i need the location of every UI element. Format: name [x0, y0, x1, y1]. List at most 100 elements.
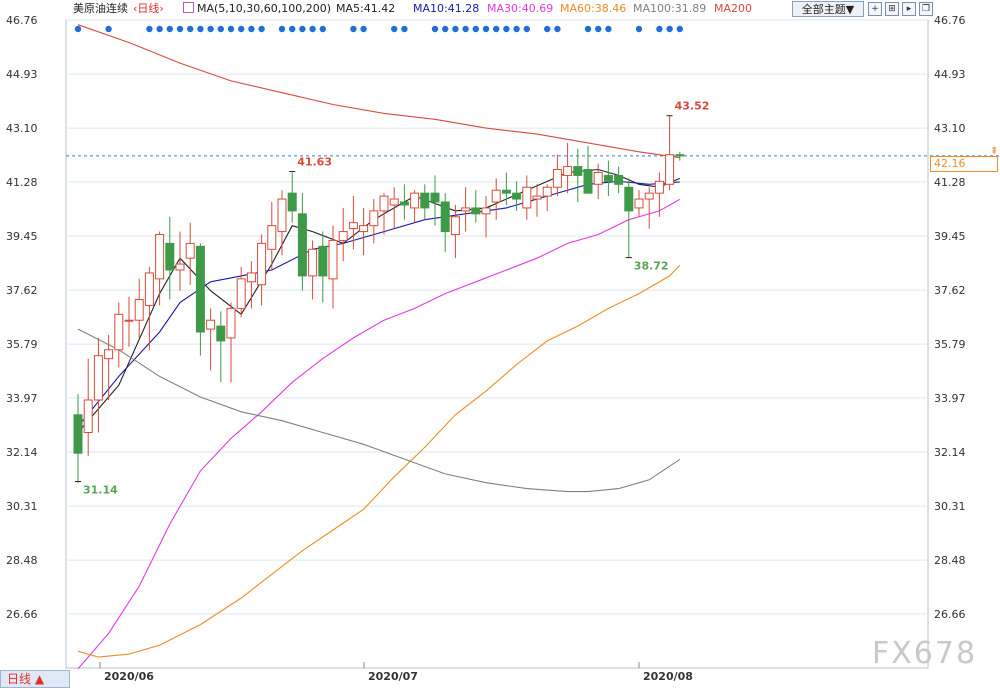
candle-body — [573, 166, 583, 176]
candle-body — [134, 299, 144, 321]
y-tick-label-right: 32.14 — [934, 446, 966, 459]
crosshair-icon[interactable]: + — [868, 2, 882, 16]
candle-body — [144, 272, 154, 306]
event-marker — [462, 25, 469, 33]
candle-body — [603, 174, 613, 182]
period-label[interactable]: ‹日线› — [133, 2, 164, 15]
y-tick-label-right: 30.31 — [934, 500, 966, 513]
event-marker — [299, 25, 306, 33]
ma-line-ma30 — [77, 198, 681, 670]
candle-body — [277, 198, 287, 233]
event-marker — [676, 25, 683, 33]
candle-body — [236, 278, 246, 309]
event-marker — [105, 25, 112, 33]
candle-body — [93, 355, 103, 401]
extreme-label: 31.14 — [83, 484, 118, 497]
play-icon[interactable]: ▸ — [902, 2, 916, 16]
candle-body — [430, 192, 440, 203]
y-tick-label-left: 30.31 — [6, 500, 38, 513]
candle-body — [665, 154, 675, 185]
candle-body — [552, 169, 562, 188]
candle-body — [491, 189, 501, 203]
chart-header: 美原油连续 ‹日线› MA(5,10,30,60,100,200) MA5:41… — [0, 0, 1000, 18]
event-marker — [360, 25, 367, 33]
theme-button[interactable]: 全部主题▼ — [792, 1, 864, 17]
ma60-value: MA60:38.46 — [560, 2, 627, 15]
event-marker — [584, 25, 592, 33]
event-marker — [442, 25, 449, 33]
restore-icon[interactable]: ❐ — [919, 2, 933, 16]
candle-body — [420, 192, 430, 209]
extreme-label: 38.72 — [634, 260, 669, 273]
event-marker — [309, 25, 316, 33]
candle-body — [410, 192, 420, 209]
event-marker — [146, 25, 153, 33]
event-marker — [187, 25, 194, 33]
y-tick-label-right: 43.10 — [934, 122, 966, 135]
candle-body — [83, 399, 93, 433]
event-marker — [666, 25, 673, 33]
y-tick-label-left: 39.45 — [6, 230, 38, 243]
candle-body — [104, 349, 114, 360]
candle-body — [379, 195, 389, 212]
candle-body — [73, 414, 83, 454]
event-marker — [401, 25, 408, 33]
candle-body — [328, 239, 338, 280]
candle-body — [583, 169, 593, 194]
candle-body — [654, 180, 664, 194]
candle-body — [267, 225, 277, 250]
ma-settings-icon[interactable] — [183, 2, 194, 13]
candle-body — [338, 231, 348, 241]
candle-body — [624, 186, 634, 212]
y-tick-label-left: 41.28 — [6, 176, 38, 189]
zoom-in-icon[interactable]: ⊞ — [885, 2, 899, 16]
event-marker — [207, 25, 214, 33]
event-marker — [74, 25, 82, 33]
event-marker — [472, 25, 479, 33]
y-tick-label-right: 46.76 — [934, 14, 966, 27]
event-marker — [513, 25, 520, 33]
period-tab[interactable]: 日线 ▲ — [0, 670, 70, 688]
y-tick-label-left: 32.14 — [6, 446, 38, 459]
ma-line-ma10 — [77, 180, 680, 427]
candle-body — [369, 210, 379, 227]
y-tick-label-left: 35.79 — [6, 338, 38, 351]
extreme-label: 41.63 — [297, 156, 332, 169]
event-marker — [431, 25, 439, 33]
x-tick-label: 2020/08 — [643, 670, 693, 683]
candle-body — [481, 207, 491, 215]
candle-body — [287, 192, 297, 212]
candle-body — [185, 242, 195, 259]
candle-body — [216, 325, 226, 342]
event-marker — [217, 25, 224, 33]
event-marker — [544, 25, 551, 33]
x-tick-label: 2020/06 — [104, 670, 154, 683]
event-marker — [595, 25, 602, 33]
instrument-name[interactable]: 美原油连续 — [73, 2, 128, 15]
candle-body — [450, 216, 460, 236]
y-tick-label-right: 44.93 — [934, 68, 966, 81]
ma100-value: MA100:31.89 — [633, 2, 707, 15]
candle-body — [226, 307, 236, 339]
candle-body — [512, 192, 522, 200]
ma200-value: MA200 — [714, 2, 753, 15]
y-tick-label-right: 41.28 — [934, 176, 966, 189]
candle-body — [359, 225, 369, 233]
candle-body — [114, 313, 124, 351]
candle-body — [246, 272, 256, 283]
ma-params[interactable]: MA(5,10,30,60,100,200) — [197, 2, 332, 15]
candle-body — [257, 242, 267, 286]
y-tick-label-left: 28.48 — [6, 554, 38, 567]
event-marker — [350, 25, 357, 33]
candle-body — [165, 242, 175, 271]
candle-body — [175, 263, 185, 271]
candle-body — [318, 245, 328, 277]
candle-body — [563, 166, 573, 176]
y-tick-label-left: 44.93 — [6, 68, 38, 81]
event-marker — [503, 25, 510, 33]
y-tick-label-left: 33.97 — [6, 392, 38, 405]
candle-body — [195, 245, 205, 333]
event-marker — [197, 25, 204, 33]
